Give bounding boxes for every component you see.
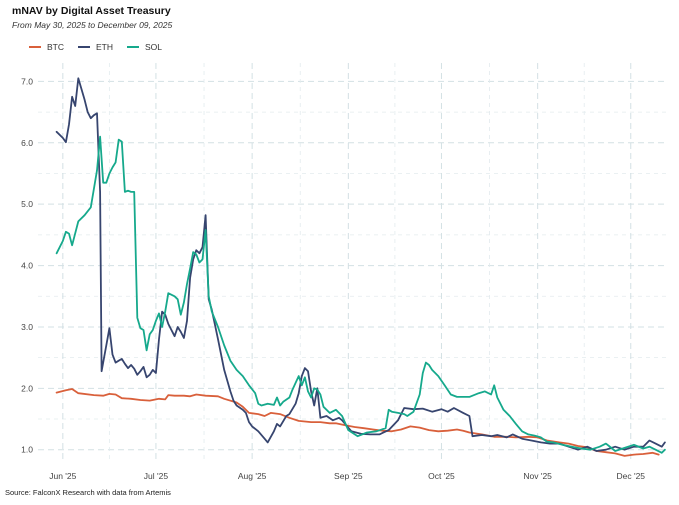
x-tick-label: Jun '25 [49,471,76,481]
legend-swatch-btc [29,46,41,48]
legend-label-eth: ETH [96,42,113,52]
chart-subtitle: From May 30, 2025 to December 09, 2025 [12,20,173,30]
x-tick-label: Sep '25 [334,471,363,481]
legend-item-btc: BTC [29,42,64,52]
source-note: Source: FalconX Research with data from … [5,488,171,497]
x-tick-label: Jul '25 [144,471,169,481]
y-tick-label: 7.0 [21,76,33,86]
legend-label-sol: SOL [145,42,163,52]
y-tick-label: 6.0 [21,138,33,148]
y-tick-label: 1.0 [21,445,33,455]
y-tick-label: 2.0 [21,383,33,393]
legend-item-sol: SOL [127,42,162,52]
legend-swatch-eth [78,46,90,48]
x-tick-label: Aug '25 [238,471,267,481]
x-tick-label: Dec '25 [616,471,645,481]
chart-title: mNAV by Digital Asset Treasury [12,5,171,17]
x-tick-label: Oct '25 [428,471,455,481]
legend-item-eth: ETH [78,42,113,52]
y-tick-label: 3.0 [21,322,33,332]
legend-swatch-sol [127,46,139,48]
y-tick-label: 5.0 [21,199,33,209]
series-line-btc [55,388,660,457]
series-line-eth [55,77,666,452]
legend-label-btc: BTC [47,42,64,52]
legend: BTC ETH SOL [29,42,162,52]
y-tick-label: 4.0 [21,261,33,271]
series-line-sol [55,135,666,454]
x-tick-label: Nov '25 [523,471,552,481]
